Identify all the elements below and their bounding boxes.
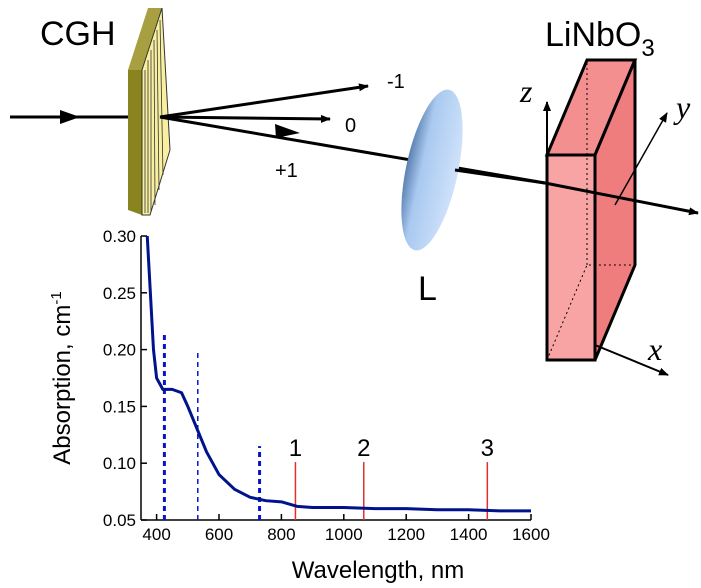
- x-tick-label: 600: [205, 525, 233, 544]
- order-label: -1: [387, 71, 405, 93]
- x-tick-label: 1600: [512, 525, 550, 544]
- x-tick-label: 800: [267, 525, 295, 544]
- arrowhead: [275, 124, 300, 138]
- x-tick-label: 1000: [325, 525, 363, 544]
- crystal-hidden: [546, 60, 635, 361]
- y-tick-label: 0.20: [103, 341, 136, 360]
- ray-zero: [159, 114, 331, 123]
- x-tick-label: 1200: [387, 525, 425, 544]
- ray-plus1: [159, 115, 546, 185]
- x-tick-label: 1400: [450, 525, 488, 544]
- arrowhead: [60, 110, 80, 124]
- grating-lines: [144, 19, 164, 213]
- marker-label: 1: [289, 435, 302, 462]
- x-tick-label: 400: [142, 525, 170, 544]
- y-axis-title: Absorption, cm-1: [48, 291, 76, 464]
- output-beam: [544, 181, 699, 216]
- y-tick-label: 0.15: [103, 397, 136, 416]
- order-label: +1: [275, 160, 298, 182]
- crystal-label: LiNbO3: [545, 16, 655, 62]
- ray-minus1: [159, 83, 369, 119]
- y-title-main: Absorption, cm: [49, 305, 76, 465]
- lens-label: L: [418, 270, 437, 308]
- y-tick-label: 0.30: [103, 227, 136, 246]
- crystal-name: LiNbO: [545, 16, 641, 54]
- beam: [454, 168, 546, 185]
- grating-top: [128, 8, 162, 70]
- y-title-sup: -1: [48, 291, 65, 304]
- marker-label: 2: [357, 435, 370, 462]
- grating-side: [128, 70, 142, 215]
- x-axis-arrow: [594, 344, 669, 376]
- axis-label: y: [673, 89, 691, 125]
- marker-label: 3: [481, 435, 494, 462]
- lens: [401, 89, 463, 251]
- y-tick-label: 0.10: [103, 454, 136, 473]
- data-line: [145, 235, 531, 513]
- grating-label: CGH: [40, 15, 116, 53]
- crystal-sub: 3: [641, 35, 654, 62]
- axis-label: z: [519, 73, 533, 109]
- order-label: 0: [345, 115, 356, 137]
- y-tick-label: 0.05: [103, 511, 136, 530]
- y-tick-label: 0.25: [103, 284, 136, 303]
- y-axis: [614, 112, 668, 206]
- axis-label: x: [647, 331, 662, 367]
- x-axis-title: Wavelength, nm: [292, 557, 465, 584]
